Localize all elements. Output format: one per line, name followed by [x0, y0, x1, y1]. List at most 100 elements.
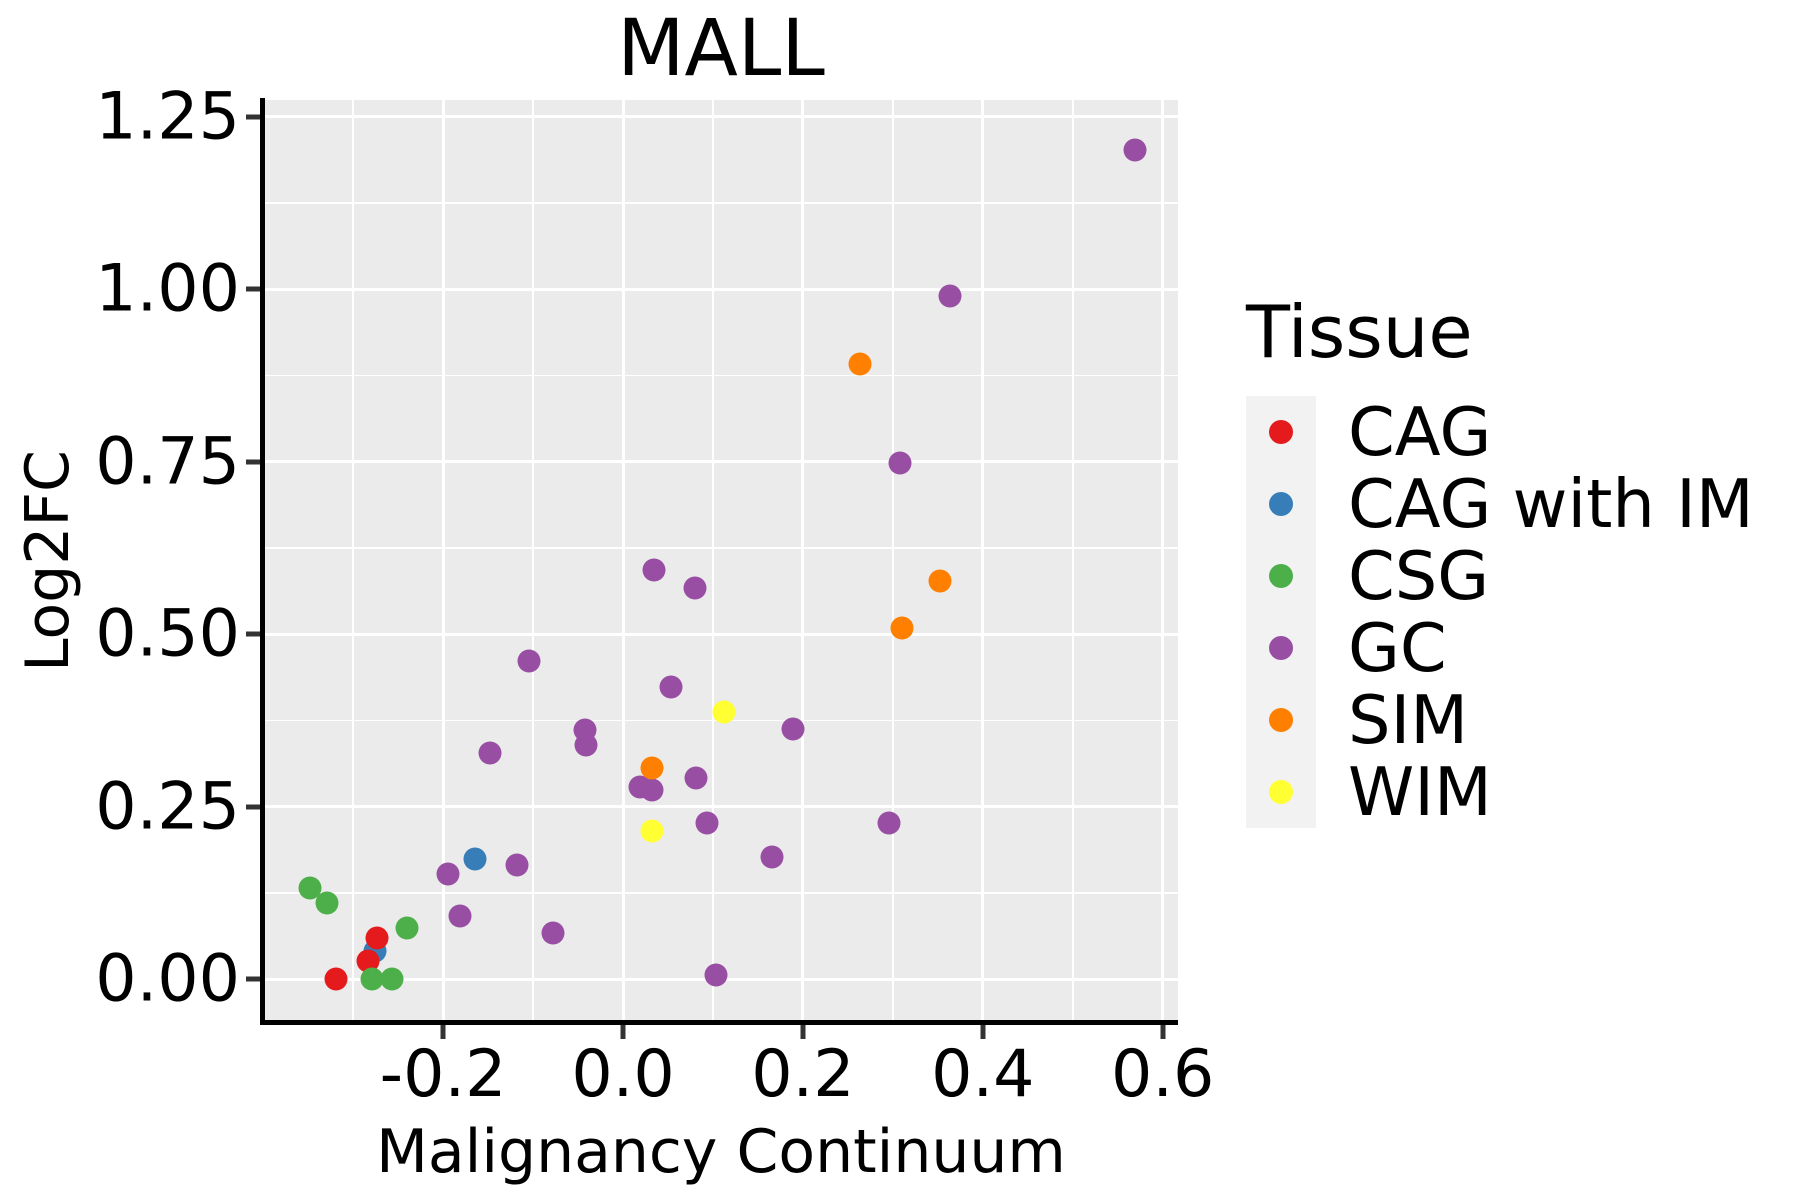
data-point-gc [938, 284, 962, 308]
data-point-gc [683, 576, 707, 600]
legend-item-cag-with-im: CAG with IM [1246, 468, 1754, 540]
data-point-csg [380, 967, 404, 991]
x-major-gridline [441, 100, 445, 1022]
legend-key [1246, 684, 1316, 756]
data-point-cag [365, 926, 389, 950]
y-tick [246, 459, 260, 465]
data-point-gc [1123, 138, 1147, 162]
legend-title: Tissue [1246, 290, 1473, 374]
legend-dot-icon [1269, 708, 1293, 732]
data-point-sim [928, 569, 952, 593]
y-axis-line [260, 98, 265, 1025]
legend-item-cag: CAG [1246, 396, 1754, 468]
y-tick [246, 114, 260, 120]
x-tick [620, 1025, 626, 1039]
x-minor-gridline [532, 100, 534, 1022]
data-point-gc [760, 845, 784, 869]
legend-key [1246, 612, 1316, 684]
data-point-gc [478, 741, 502, 765]
data-point-csg [395, 916, 419, 940]
data-point-csg [315, 891, 339, 915]
x-major-gridline [801, 100, 805, 1022]
legend-key [1246, 468, 1316, 540]
y-minor-gridline [265, 374, 1178, 377]
data-point-gc [640, 778, 664, 802]
x-tick-label: 0.2 [751, 1037, 855, 1112]
plot-title: MALL [617, 4, 825, 94]
data-point-csg [360, 967, 384, 991]
y-major-gridline [265, 632, 1178, 636]
y-major-gridline [265, 287, 1178, 291]
x-minor-gridline [1072, 100, 1074, 1022]
x-axis-title: Malignancy Continuum [376, 1117, 1066, 1187]
data-point-gc [642, 558, 666, 582]
data-point-gc [704, 963, 728, 987]
y-minor-gridline [265, 202, 1178, 204]
x-major-gridline [1161, 100, 1165, 1022]
legend-item-label: CAG with IM [1348, 464, 1754, 543]
legend-item-label: WIM [1348, 752, 1492, 831]
legend-item-gc: GC [1246, 612, 1754, 684]
x-tick [1160, 1025, 1166, 1039]
y-major-gridline [265, 805, 1178, 809]
data-point-gc [659, 675, 683, 699]
legend-dot-icon [1269, 564, 1293, 588]
data-point-sim [848, 352, 872, 376]
y-minor-gridline [265, 892, 1178, 894]
y-minor-gridline [265, 547, 1178, 549]
y-tick [246, 286, 260, 292]
legend-item-label: CSG [1348, 536, 1490, 615]
x-minor-gridline [892, 100, 894, 1022]
legend-key [1246, 756, 1316, 828]
y-tick-label: 1.00 [95, 251, 240, 327]
data-point-csg [298, 876, 322, 900]
x-tick-label: 0.6 [1111, 1037, 1215, 1112]
data-point-wim [640, 819, 664, 843]
x-tick-label: -0.2 [379, 1037, 507, 1112]
y-tick-label: 0.75 [95, 424, 240, 500]
x-minor-gridline [712, 100, 714, 1022]
y-tick-label: 0.25 [95, 769, 240, 845]
y-tick-label: 0.00 [95, 941, 240, 1017]
y-tick [246, 976, 260, 982]
data-point-cag [324, 967, 348, 991]
x-tick [440, 1025, 446, 1039]
x-tick [800, 1025, 806, 1039]
data-point-gc [436, 862, 460, 886]
legend-item-label: GC [1348, 608, 1447, 687]
data-point-sim [890, 616, 914, 640]
data-point-gc [877, 811, 901, 835]
data-point-gc [695, 811, 719, 835]
legend-item-label: SIM [1348, 680, 1469, 759]
data-point-gc [574, 733, 598, 757]
legend-dot-icon [1269, 420, 1293, 444]
legend-item-csg: CSG [1246, 540, 1754, 612]
y-major-gridline [265, 460, 1178, 464]
data-point-gc [517, 649, 541, 673]
x-axis-line [260, 1020, 1178, 1025]
legend-dot-icon [1269, 636, 1293, 660]
plot-panel [265, 100, 1178, 1022]
x-major-gridline [981, 100, 985, 1022]
data-point-gc [888, 451, 912, 475]
legend: Tissue CAG CAG with IM CSG GC SIM WIM [1246, 296, 1754, 828]
legend-key [1246, 540, 1316, 612]
y-tick-label: 0.50 [95, 596, 240, 672]
data-point-gc [684, 766, 708, 790]
data-point-sim [640, 756, 664, 780]
data-point-cag-with-im [463, 847, 487, 871]
y-major-gridline [265, 115, 1178, 119]
y-tick-label: 1.25 [95, 79, 240, 155]
legend-key [1246, 396, 1316, 468]
y-tick [246, 804, 260, 810]
legend-item-sim: SIM [1246, 684, 1754, 756]
legend-dot-icon [1269, 492, 1293, 516]
y-tick [246, 631, 260, 637]
data-point-gc [541, 921, 565, 945]
x-minor-gridline [352, 100, 354, 1022]
legend-item-label: CAG [1348, 392, 1492, 471]
legend-dot-icon [1269, 780, 1293, 804]
x-major-gridline [621, 100, 625, 1022]
x-tick [980, 1025, 986, 1039]
